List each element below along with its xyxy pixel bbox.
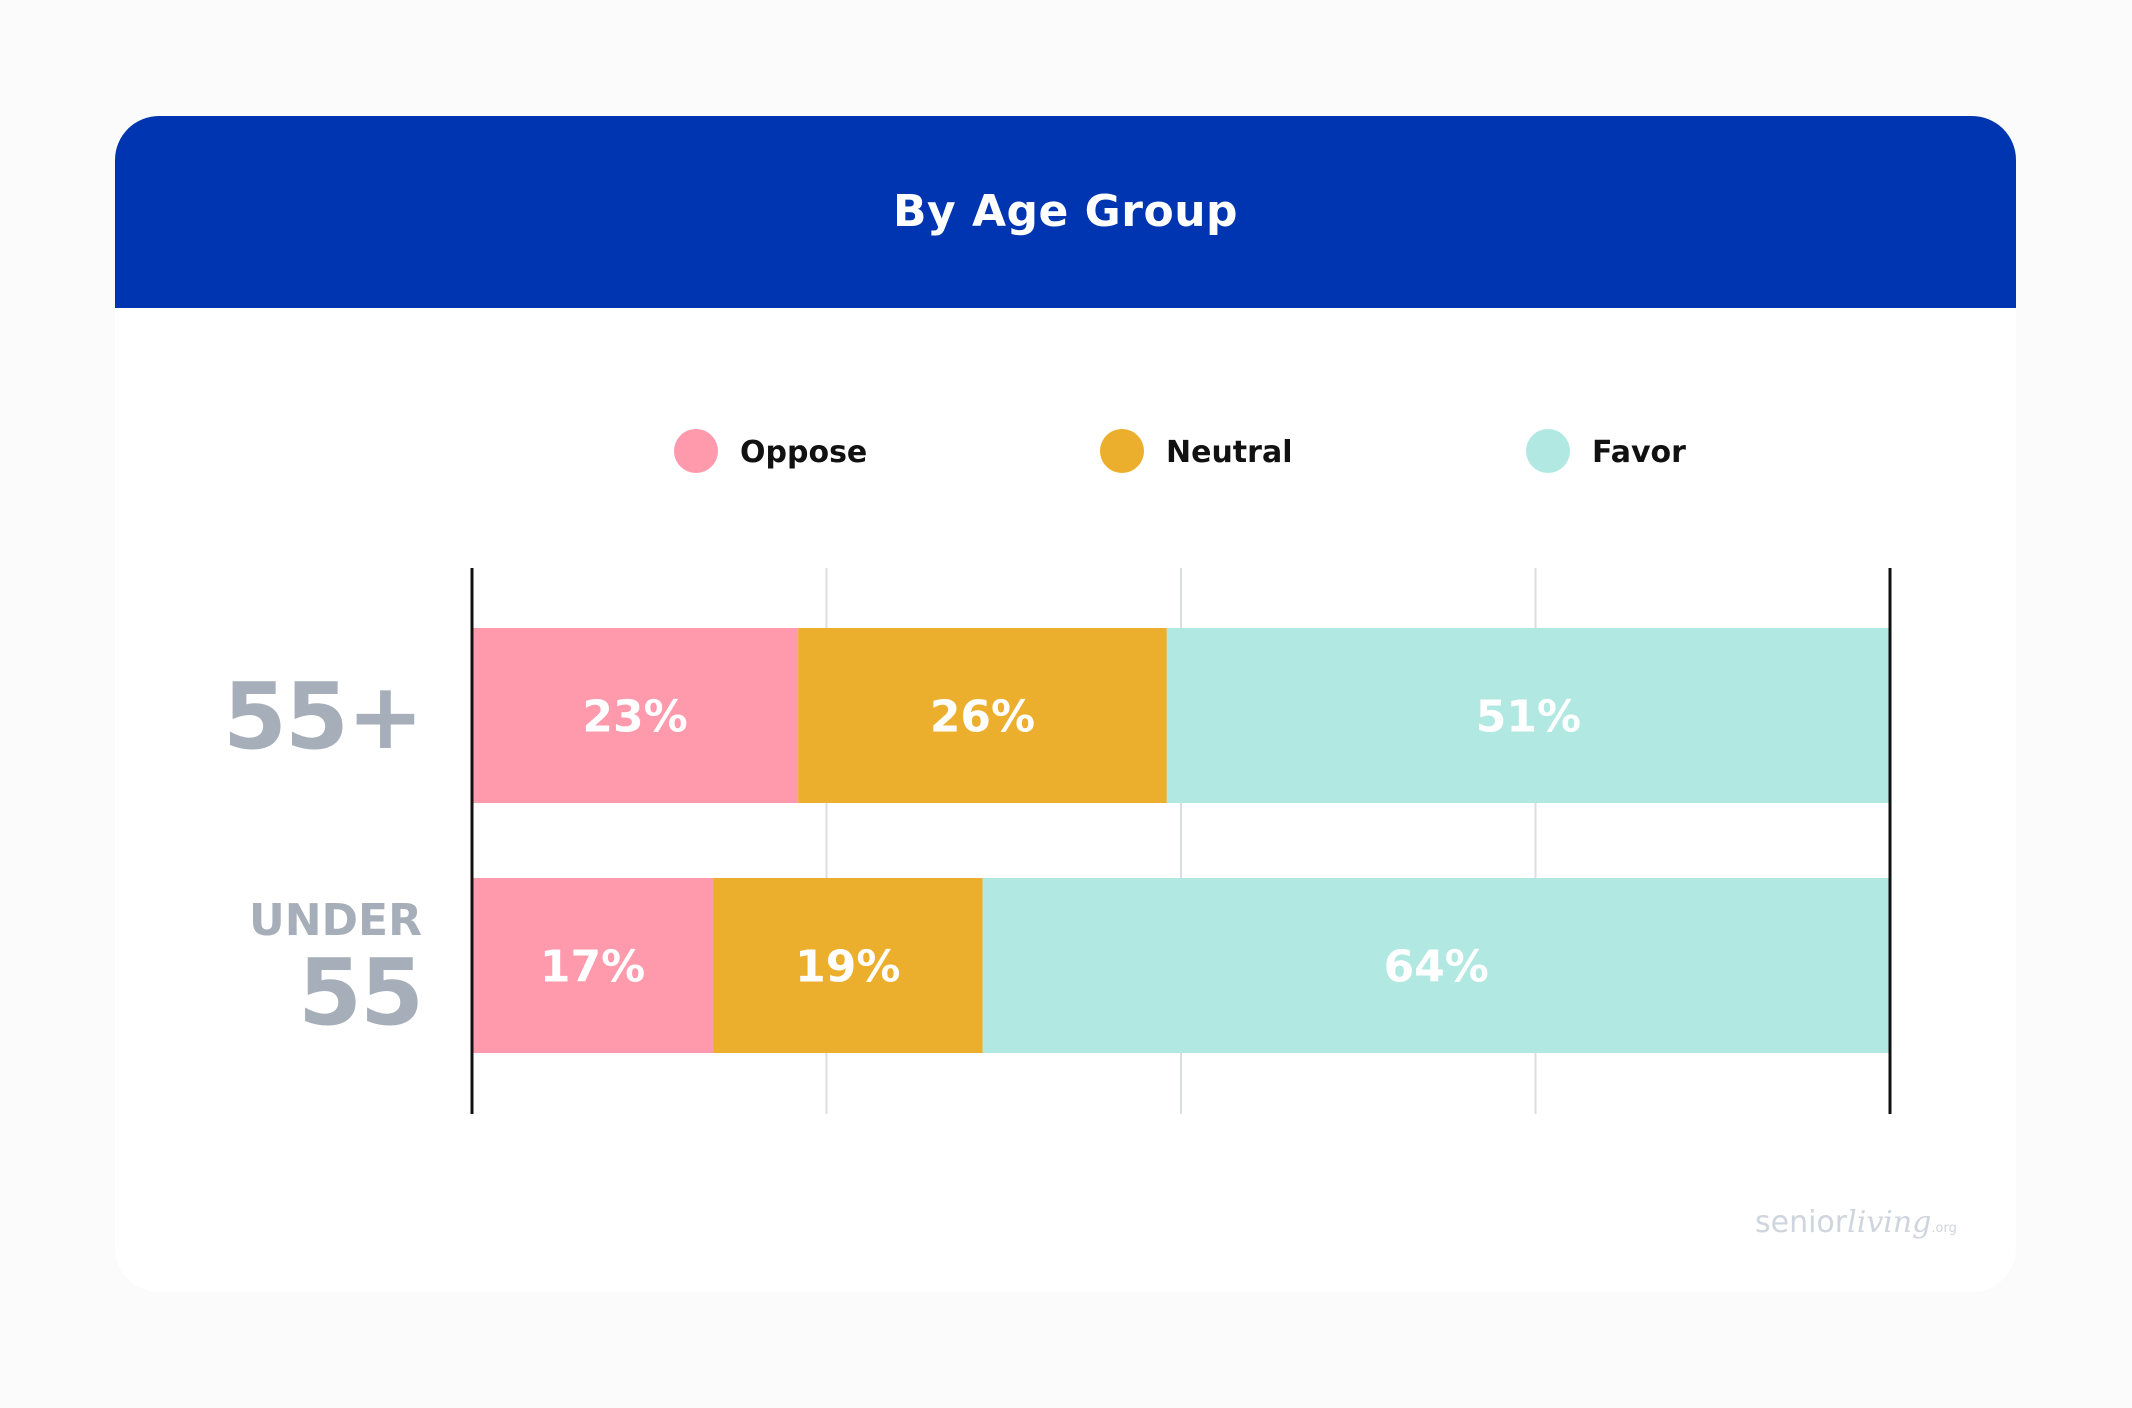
- brand-logo: seniorliving.org: [1755, 1205, 1957, 1240]
- bar-oppose-1: [472, 628, 799, 803]
- chart-title: By Age Group: [892, 186, 1239, 237]
- legend-label-oppose: Oppose: [740, 435, 867, 470]
- data-label-favor-1: 51%: [1476, 692, 1581, 743]
- legend-swatch-oppose: [674, 429, 718, 473]
- legend-label-favor: Favor: [1592, 435, 1686, 470]
- data-label-oppose-2: 17%: [540, 942, 645, 993]
- card-header: By Age Group: [115, 116, 2016, 308]
- bar-favor-2: [982, 878, 1890, 1053]
- category-label-1: 55+: [223, 663, 422, 770]
- legend-swatch-neutral: [1100, 429, 1144, 473]
- category-label-2-line-1: UNDER: [249, 895, 422, 946]
- bar-favor-1: [1166, 628, 1890, 803]
- logo-org: .org: [1931, 1221, 1957, 1236]
- bar-neutral-1: [798, 628, 1167, 803]
- data-label-neutral-1: 26%: [930, 692, 1035, 743]
- logo-living: living: [1847, 1205, 1932, 1240]
- data-label-neutral-2: 19%: [795, 942, 900, 993]
- bar-oppose-2: [472, 878, 714, 1053]
- logo-senior: senior: [1755, 1205, 1848, 1240]
- data-label-oppose-1: 23%: [582, 692, 687, 743]
- data-label-favor-2: 64%: [1384, 942, 1489, 993]
- category-label-2-line-2: 55: [298, 939, 422, 1046]
- legend-label-neutral: Neutral: [1166, 435, 1292, 470]
- legend-swatch-favor: [1526, 429, 1570, 473]
- bar-neutral-2: [713, 878, 983, 1053]
